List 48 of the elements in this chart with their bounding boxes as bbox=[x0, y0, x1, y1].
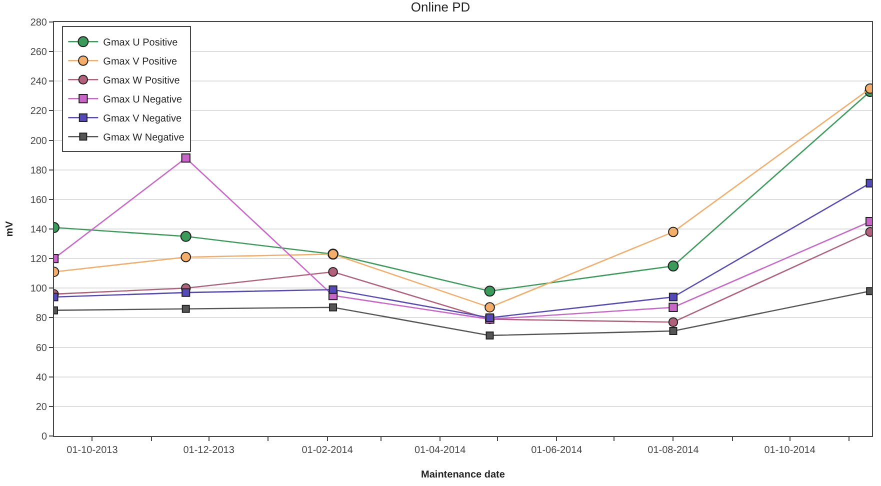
point bbox=[486, 331, 494, 340]
legend-label: Gmax U Negative bbox=[103, 94, 183, 106]
y-tick-label: 280 bbox=[30, 18, 48, 28]
y-tick-label: 180 bbox=[30, 165, 48, 176]
x-tick-label: 01-10-2014 bbox=[764, 445, 816, 456]
point bbox=[668, 260, 679, 272]
point bbox=[181, 153, 190, 163]
x-tick-label: 01-08-2014 bbox=[648, 445, 700, 456]
y-tick-label: 220 bbox=[30, 106, 48, 118]
legend-label: Gmax W Positive bbox=[103, 76, 180, 87]
point bbox=[180, 252, 192, 262]
y-tick-label: 260 bbox=[30, 47, 48, 58]
x-tick-label: 01-06-2014 bbox=[531, 445, 583, 456]
point bbox=[182, 304, 190, 313]
y-tick-label: 60 bbox=[36, 342, 48, 354]
point bbox=[328, 285, 338, 294]
y-tick-label: 160 bbox=[30, 194, 48, 206]
y-tick-label: 120 bbox=[30, 254, 48, 266]
point bbox=[668, 302, 678, 312]
legend-label: Gmax U Positive bbox=[103, 38, 178, 49]
legend-label: Gmax V Positive bbox=[103, 56, 178, 68]
point bbox=[668, 292, 678, 302]
point bbox=[484, 302, 495, 313]
y-tick-label: 0 bbox=[41, 432, 48, 442]
legend-label: Gmax V Negative bbox=[103, 114, 182, 125]
x-tick-label: 01-12-2013 bbox=[183, 445, 235, 456]
x-tick-label: 01-02-2014 bbox=[302, 445, 354, 456]
point bbox=[329, 303, 338, 312]
chart-title: Online PD bbox=[410, 0, 470, 15]
legend-label: Gmax W Negative bbox=[103, 132, 185, 144]
point bbox=[669, 327, 678, 336]
point bbox=[182, 288, 190, 297]
point bbox=[484, 286, 496, 297]
point bbox=[668, 317, 678, 328]
point bbox=[668, 226, 678, 238]
y-tick-label: 40 bbox=[36, 372, 48, 384]
y-tick-label: 100 bbox=[30, 284, 48, 295]
y-axis-title: mV bbox=[4, 220, 16, 237]
y-tick-label: 240 bbox=[30, 76, 48, 88]
y-tick-label: 140 bbox=[30, 224, 48, 236]
x-tick-label: 01-10-2013 bbox=[66, 445, 118, 456]
point bbox=[180, 230, 192, 242]
y-tick-label: 80 bbox=[36, 313, 48, 324]
x-tick-label: 01-04-2014 bbox=[414, 445, 466, 456]
y-tick-label: 200 bbox=[30, 136, 48, 147]
x-axis-title: Maintenance date bbox=[421, 470, 506, 480]
y-tick-label: 20 bbox=[36, 402, 48, 413]
point bbox=[328, 266, 338, 277]
